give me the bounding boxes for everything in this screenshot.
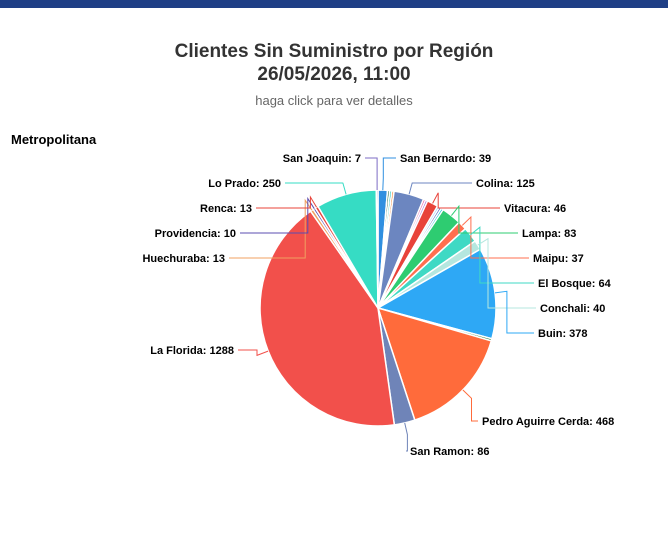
- connector-la-florida: [238, 349, 269, 357]
- connector-el-bosque: [470, 226, 534, 284]
- connector-providencia: [240, 196, 315, 234]
- top-navigation-bar: [0, 0, 668, 8]
- chart-timestamp: 26/05/2026, 11:00: [257, 64, 411, 85]
- region-label: Metropolitana: [11, 132, 97, 147]
- data-label-la-florida: La Florida: 1288: [150, 345, 234, 357]
- connector-san-joaquin: [365, 157, 378, 190]
- data-label-lo-prado: Lo Prado: 250: [208, 178, 281, 190]
- pie-slice-buin[interactable]: [376, 248, 497, 340]
- data-label-vitacura: Vitacura: 46: [504, 203, 566, 215]
- data-label-maipu: Maipu: 37: [533, 253, 584, 265]
- data-label-huechuraba: Huechuraba: 13: [142, 253, 225, 265]
- connector-san-bernardo: [382, 157, 396, 191]
- data-label-providencia: Providencia: 10: [155, 228, 236, 240]
- connector-lo-prado: [285, 182, 347, 195]
- data-label-lampa: Lampa: 83: [522, 228, 576, 240]
- data-label-conchali: Conchali: 40: [540, 303, 605, 315]
- connector-buin: [494, 290, 534, 334]
- data-label-pedro-aguirre-cerda: Pedro Aguirre Cerda: 468: [482, 416, 614, 428]
- data-label-colina: Colina: 125: [476, 178, 535, 190]
- connector-maipu: [461, 215, 529, 259]
- connector-colina: [408, 182, 472, 195]
- connector-vitacura: [432, 192, 500, 209]
- connector-renca: [256, 195, 318, 209]
- connector-lampa: [451, 204, 518, 234]
- data-label-san-bernardo: San Bernardo: 39: [400, 153, 491, 165]
- data-label-san-joaquin: San Joaquin: 7: [283, 153, 361, 165]
- connector-huechuraba: [229, 198, 313, 259]
- data-label-el-bosque: El Bosque: 64: [538, 278, 612, 290]
- pie-slice-san-joaquin[interactable]: [375, 189, 379, 309]
- data-label-san-ramon: San Ramon: 86: [410, 446, 489, 458]
- pie-slice-la-florida[interactable]: [259, 210, 396, 427]
- data-label-buin: Buin: 378: [538, 328, 588, 340]
- connector-conchali: [477, 237, 536, 309]
- data-label-renca: Renca: 13: [200, 203, 252, 215]
- chart-title: Clientes Sin Suministro por Región: [174, 41, 494, 62]
- connector-san-ramon: [404, 422, 408, 452]
- connector-pedro-aguirre-cerda: [462, 389, 478, 422]
- chart-subtitle: haga click para ver detalles: [255, 93, 413, 108]
